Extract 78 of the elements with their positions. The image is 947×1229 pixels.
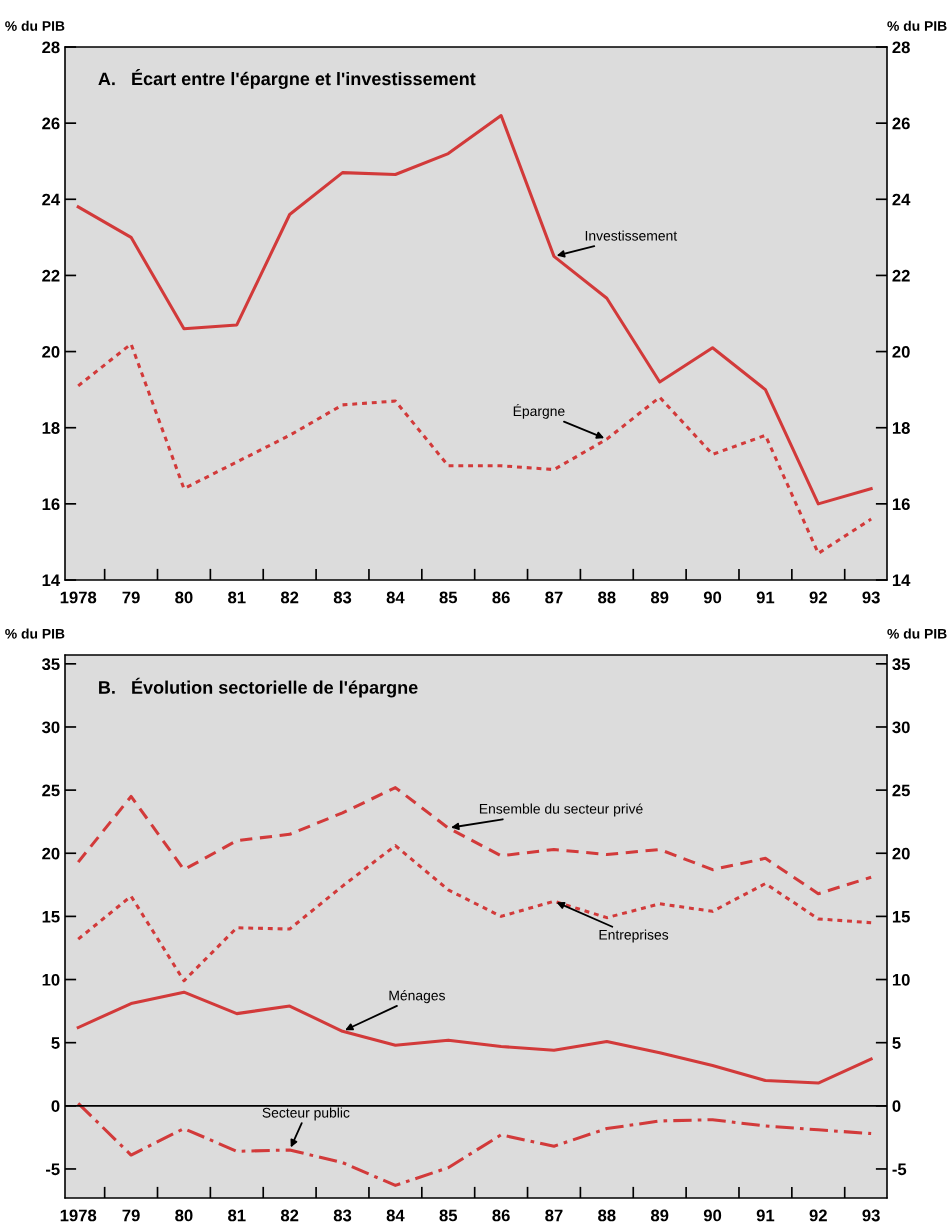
y2-tick-label: 25: [892, 784, 910, 797]
y-tick-label: 25: [42, 784, 60, 797]
x-tick-label: 87: [545, 591, 563, 604]
y-tick-label: 10: [42, 973, 60, 986]
y-tick-label: 20: [42, 847, 60, 860]
y-tick-label: 22: [42, 269, 60, 282]
x-tick-label: 89: [650, 1209, 669, 1222]
x-tick-label: 90: [703, 591, 722, 604]
x-tick-label: 92: [809, 1209, 827, 1222]
x-tick-label: 80: [175, 1209, 193, 1222]
y-tick-label: 15: [42, 910, 60, 923]
x-tick-label: 87: [545, 1209, 563, 1222]
x-tick-label: 92: [809, 591, 827, 604]
y2-tick-label: 30: [892, 721, 910, 734]
text: Secteur public: [262, 1107, 350, 1121]
y-tick-label: 14: [42, 574, 61, 587]
x-tick-label: 91: [756, 1209, 775, 1222]
x-tick-label: 84: [386, 1209, 405, 1222]
x-tick-label: 83: [333, 1209, 352, 1222]
x-tick-label: 85: [439, 1209, 458, 1222]
x-tick-label: 88: [598, 1209, 616, 1222]
y2-tick-label: 16: [892, 498, 910, 511]
y-tick-label: 28: [42, 41, 60, 54]
y-axis-title: % du PIB: [5, 628, 65, 639]
y-tick-label: 5: [51, 1037, 60, 1049]
y-tick-label: 20: [42, 345, 60, 358]
x-tick-label: 93: [862, 591, 880, 604]
y2-tick-label: 26: [892, 117, 910, 130]
x-tick-label: 1978: [60, 591, 97, 604]
series-label: Entreprises: [599, 929, 669, 943]
x-tick-label: 81: [228, 1209, 246, 1222]
y2-axis-title: % du PIB: [887, 20, 947, 31]
x-tick-label: 86: [492, 1209, 510, 1222]
x-tick-label: 91: [756, 591, 775, 604]
y2-tick-label: 22: [892, 269, 910, 282]
y2-tick-label: 20: [892, 345, 910, 358]
x-tick-label: 93: [862, 1209, 880, 1222]
text: A. Écart entre l'épargne et l'investissement: [98, 69, 476, 89]
y-axis-title: % du PIB: [5, 20, 65, 31]
text: Ménages: [389, 990, 445, 1004]
x-tick-label: 82: [280, 591, 299, 604]
y-tick-label: 24: [42, 193, 61, 206]
y2-tick-label: 14: [892, 574, 911, 587]
x-tick-label: 81: [228, 591, 246, 604]
y2-tick-label: 18: [892, 422, 910, 434]
x-tick-label: 79: [122, 1209, 140, 1222]
x-tick-label: 83: [333, 591, 352, 604]
y2-axis-title: % du PIB: [887, 628, 947, 639]
y2-tick-label: 28: [892, 41, 910, 54]
y2-tick-label: -5: [892, 1163, 907, 1176]
y2-tick-label: 0: [892, 1100, 901, 1113]
text: Épargne: [513, 403, 565, 419]
x-tick-label: 82: [280, 1209, 299, 1222]
text: Investissement: [585, 230, 678, 241]
y2-tick-label: 35: [892, 658, 910, 671]
x-tick-label: 88: [598, 591, 616, 604]
x-tick-label: 84: [386, 591, 405, 604]
y2-tick-label: 24: [892, 193, 911, 206]
y-tick-label: 26: [42, 117, 60, 130]
x-tick-label: 1978: [60, 1209, 97, 1222]
text: B. Évolution sectorielle de l'épargne: [99, 677, 418, 698]
y2-tick-label: 10: [892, 973, 910, 986]
x-tick-label: 85: [439, 591, 458, 604]
y2-tick-label: 15: [892, 910, 910, 923]
series-label: Ensemble du secteur privé: [479, 803, 643, 817]
y-tick-label: 30: [41, 721, 60, 734]
x-tick-label: 79: [122, 591, 140, 604]
y-tick-label: 18: [42, 422, 60, 434]
y2-tick-label: 20: [892, 847, 910, 860]
x-tick-label: 86: [492, 591, 510, 604]
x-tick-label: 89: [650, 591, 669, 604]
x-tick-label: 90: [703, 1209, 722, 1222]
y-tick-label: 0: [51, 1100, 60, 1113]
x-tick-label: 80: [175, 591, 193, 604]
y-tick-label: -5: [45, 1163, 60, 1176]
y2-tick-label: 5: [892, 1037, 901, 1049]
y-tick-label: 16: [42, 498, 60, 511]
y-tick-label: 35: [41, 658, 60, 671]
